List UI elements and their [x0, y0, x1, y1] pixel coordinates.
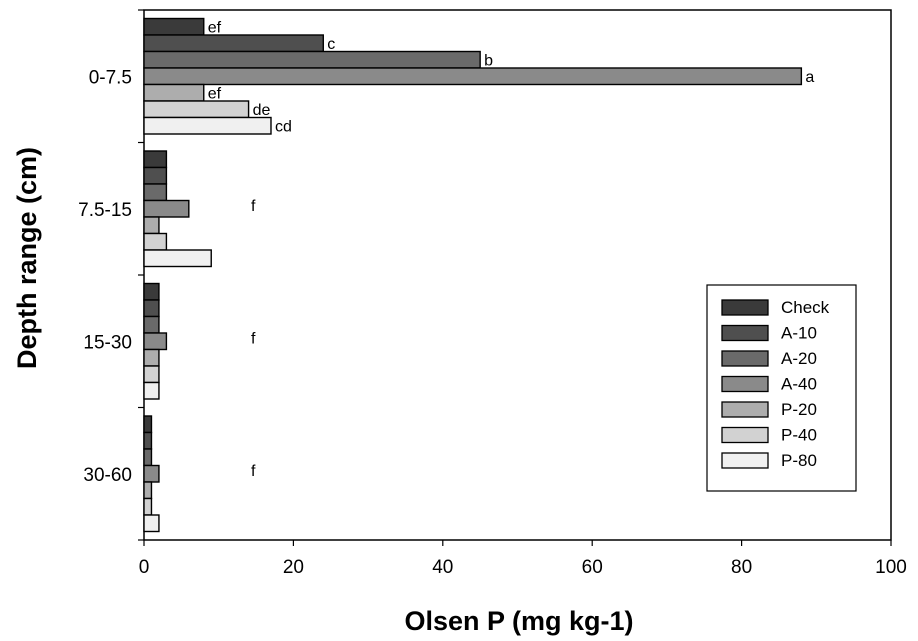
y-tick-label: 30-60: [83, 465, 132, 486]
bar-label: b: [484, 52, 493, 69]
bar: [143, 232, 168, 251]
y-axis-title: Depth range (cm): [12, 147, 42, 369]
x-tick-label: 40: [432, 557, 453, 578]
bar: [143, 183, 168, 202]
legend-swatch: [721, 426, 769, 444]
bar: [143, 415, 153, 434]
bar-label: f: [251, 198, 256, 215]
bar: [143, 100, 250, 119]
legend-swatch: [721, 375, 769, 393]
bar: [143, 83, 205, 102]
y-tick-label: 7.5-15: [78, 200, 132, 221]
legend-swatch: [721, 401, 769, 418]
bar: [143, 17, 205, 36]
x-tick-label: 80: [731, 557, 752, 578]
bar: [143, 299, 160, 318]
x-tick-label: 20: [283, 557, 304, 578]
y-tick-label: 15-30: [83, 332, 132, 353]
bar: [143, 497, 153, 516]
x-axis: 0 20 40 60 80 100: [139, 540, 907, 578]
bar: [143, 166, 168, 185]
bar: [143, 481, 153, 500]
legend-swatch: [721, 350, 769, 367]
bar: [143, 514, 160, 533]
x-tick-label: 100: [875, 557, 907, 578]
bar-label: a: [805, 69, 814, 86]
legend-swatch: [721, 324, 769, 342]
x-tick-label: 0: [139, 557, 150, 578]
legend-label: A-10: [781, 324, 817, 343]
bar: [143, 431, 153, 450]
bars-group: [143, 17, 803, 533]
bar-label: cd: [275, 118, 292, 135]
bar: [143, 464, 160, 483]
bar-label: ef: [208, 19, 222, 36]
legend: Check A-10 A-20 A-40 P-20 P-40 P-80: [706, 284, 857, 492]
legend-label: P-40: [781, 426, 817, 445]
x-tick-label: 60: [582, 557, 603, 578]
bar: [143, 315, 160, 334]
bar: [143, 249, 212, 268]
bar-label: c: [327, 36, 335, 53]
legend-swatch: [721, 452, 769, 469]
bar-label: de: [253, 102, 271, 119]
y-axis: 0-7.5 7.5-15 15-30 30-60: [78, 9, 144, 541]
bar: [143, 150, 168, 169]
bar: [143, 448, 153, 467]
legend-label: P-20: [781, 400, 817, 419]
bar: [143, 199, 190, 218]
legend-label: Check: [781, 298, 830, 317]
bar: [143, 34, 324, 53]
legend-label: P-80: [781, 451, 817, 470]
bar: [143, 216, 160, 235]
bar-label: ef: [208, 85, 222, 102]
bar: [143, 365, 160, 384]
legend-label: A-20: [781, 349, 817, 368]
bar: [143, 282, 160, 301]
bar-label: f: [251, 463, 256, 480]
x-axis-title: Olsen P (mg kg-1): [404, 606, 633, 636]
bar: [143, 332, 168, 351]
bar-label: f: [251, 330, 256, 347]
bar: [143, 50, 481, 69]
bar: [143, 381, 160, 400]
y-tick-label: 0-7.5: [89, 67, 132, 88]
bar: [143, 348, 160, 367]
bar: [143, 116, 272, 135]
legend-label: A-40: [781, 375, 817, 394]
bar: [143, 67, 803, 86]
legend-swatch: [721, 299, 769, 316]
